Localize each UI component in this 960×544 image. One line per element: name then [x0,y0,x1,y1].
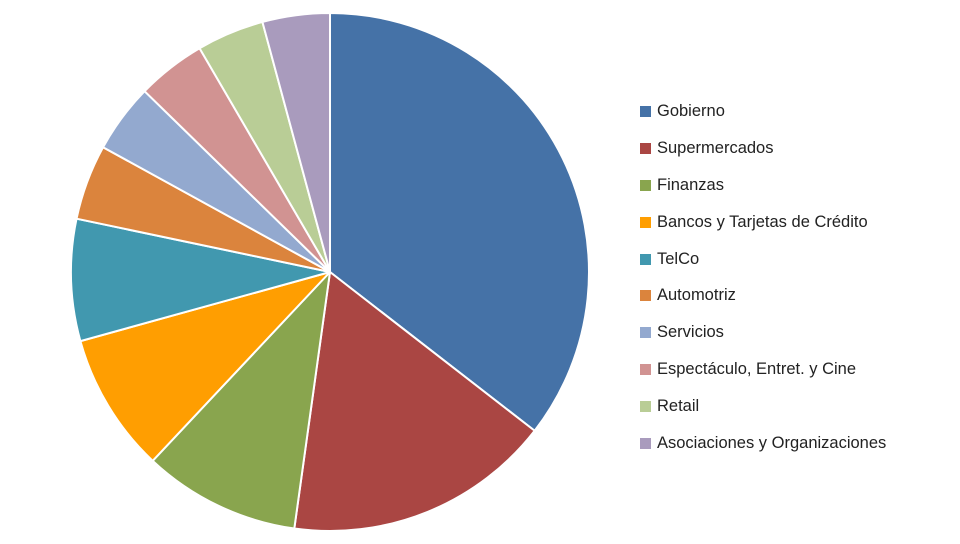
legend-item: Finanzas [640,167,950,204]
legend-label: Finanzas [657,175,724,194]
legend-item: Gobierno [640,93,950,130]
legend-item: Asociaciones y Organizaciones [640,425,950,462]
legend-item: Retail [640,388,950,425]
legend-label: Automotriz [657,286,736,305]
legend-item: Automotriz [640,277,950,314]
legend-swatch [640,105,651,117]
legend-label: Gobierno [657,101,725,120]
legend-swatch [640,364,651,376]
legend-swatch [640,437,651,449]
legend-item: Espectáculo, Entret. y Cine [640,351,950,388]
pie-slice-bancos-y-tarjetas-de-credito [79,271,331,462]
legend-item: TelCo [640,241,950,278]
pie-slice-supermercados [293,271,536,532]
legend-swatch [640,290,651,302]
chart-legend: Gobierno Supermercados Finanzas Bancos y Ta… [640,93,950,462]
legend-swatch [640,327,651,339]
legend-label: Servicios [657,323,724,342]
legend-swatch [640,401,651,413]
legend-swatch [640,142,651,154]
pie-slice-telco [70,217,331,343]
pie-slices [70,12,590,532]
legend-label: Espectáculo, Entret. y Cine [657,360,857,379]
legend-swatch [640,253,651,265]
legend-label: Asociaciones y Organizaciones [657,433,887,452]
pie-slice-gobierno [329,12,590,432]
legend-label: TelCo [657,249,700,268]
legend-label: Supermercados [657,138,774,157]
pie-slice-asociaciones-y-organizaciones [261,12,331,273]
legend-item: Bancos y Tarjetas de Crédito [640,204,950,241]
legend-swatch [640,216,651,228]
legend-item: Supermercados [640,130,950,167]
legend-item: Servicios [640,314,950,351]
legend-swatch [640,179,651,191]
legend-label: Bancos y Tarjetas de Crédito [657,212,868,231]
legend-label: Retail [657,397,700,416]
pie-slice-finanzas [151,271,331,530]
